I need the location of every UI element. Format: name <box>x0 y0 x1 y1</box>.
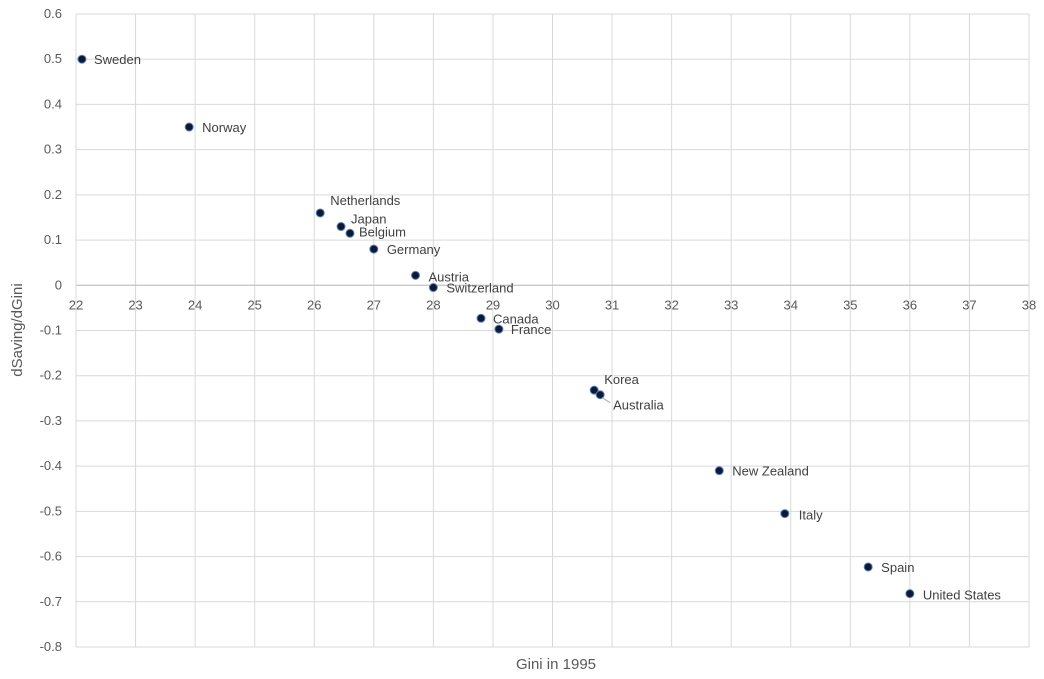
x-tick-label: 23 <box>128 297 142 312</box>
x-tick-label: 28 <box>426 297 440 312</box>
point-label: Italy <box>799 508 823 523</box>
x-tick-label: 29 <box>486 297 500 312</box>
point-label: Sweden <box>94 52 141 67</box>
x-tick-label: 25 <box>247 297 261 312</box>
point-label: Australia <box>613 398 664 413</box>
y-tick-label: 0.4 <box>44 96 62 111</box>
data-point <box>714 466 724 476</box>
x-tick-label: 31 <box>605 297 619 312</box>
data-point <box>595 390 605 400</box>
data-point <box>863 562 873 572</box>
x-tick-label: 35 <box>843 297 857 312</box>
data-point <box>369 244 379 254</box>
x-tick-label: 32 <box>664 297 678 312</box>
y-tick-label: 0.1 <box>44 232 62 247</box>
point-label: New Zealand <box>732 464 809 479</box>
y-tick-label: 0 <box>55 277 62 292</box>
data-point <box>494 324 504 334</box>
y-axis-title: dSaving/dGini <box>9 283 26 376</box>
point-label: Japan <box>351 212 386 227</box>
point-label: Switzerland <box>446 281 513 296</box>
data-point <box>315 208 325 218</box>
data-points <box>77 54 915 599</box>
y-tick-label: -0.1 <box>40 323 62 338</box>
y-tick-label: -0.3 <box>40 413 62 428</box>
point-label: Canada <box>493 311 539 326</box>
point-label: Austria <box>429 269 470 284</box>
tick-labels: 0.6 0.5 0.4 0.3 0.2 0.1 0 -0.1 -0.2 -0.3 -0.4 -0.5 -… <box>40 6 1037 654</box>
data-point <box>184 122 194 132</box>
y-tick-label: 0.2 <box>44 187 62 202</box>
data-point <box>345 228 355 238</box>
y-tick-label: -0.7 <box>40 594 62 609</box>
x-tick-label: 37 <box>962 297 976 312</box>
x-tick-label: 30 <box>545 297 559 312</box>
point-label: Germany <box>387 242 441 257</box>
data-point <box>428 283 438 293</box>
y-tick-label: -0.5 <box>40 503 62 518</box>
y-tick-label: -0.6 <box>40 549 62 564</box>
x-tick-label: 26 <box>307 297 321 312</box>
point-label: France <box>511 322 551 337</box>
point-label: Netherlands <box>330 193 401 208</box>
data-point <box>77 54 87 64</box>
y-tick-label: 0.6 <box>44 6 62 21</box>
y-tick-label: 0.5 <box>44 51 62 66</box>
x-tick-label: 27 <box>367 297 381 312</box>
data-point <box>589 385 599 395</box>
grid <box>75 13 1030 648</box>
x-tick-label: 38 <box>1022 297 1036 312</box>
x-tick-label: 36 <box>903 297 917 312</box>
y-tick-label: -0.8 <box>40 639 62 654</box>
data-point <box>476 313 486 323</box>
x-tick-label: 22 <box>69 297 83 312</box>
point-label: Belgium <box>359 224 406 239</box>
point-label: Norway <box>202 120 247 135</box>
y-tick-label: -0.4 <box>40 458 62 473</box>
point-label: Spain <box>881 560 914 575</box>
x-tick-label: 24 <box>188 297 202 312</box>
data-point <box>780 509 790 519</box>
x-tick-label: 33 <box>724 297 738 312</box>
leader-line <box>601 397 611 404</box>
data-point <box>336 222 346 232</box>
data-point <box>905 589 915 599</box>
point-label: United States <box>923 588 1002 603</box>
y-tick-label: -0.2 <box>40 368 62 383</box>
x-axis-title: Gini in 1995 <box>516 656 596 673</box>
data-point <box>411 270 421 280</box>
point-label: Korea <box>604 372 639 387</box>
y-tick-label: 0.3 <box>44 142 62 157</box>
x-tick-label: 34 <box>784 297 798 312</box>
